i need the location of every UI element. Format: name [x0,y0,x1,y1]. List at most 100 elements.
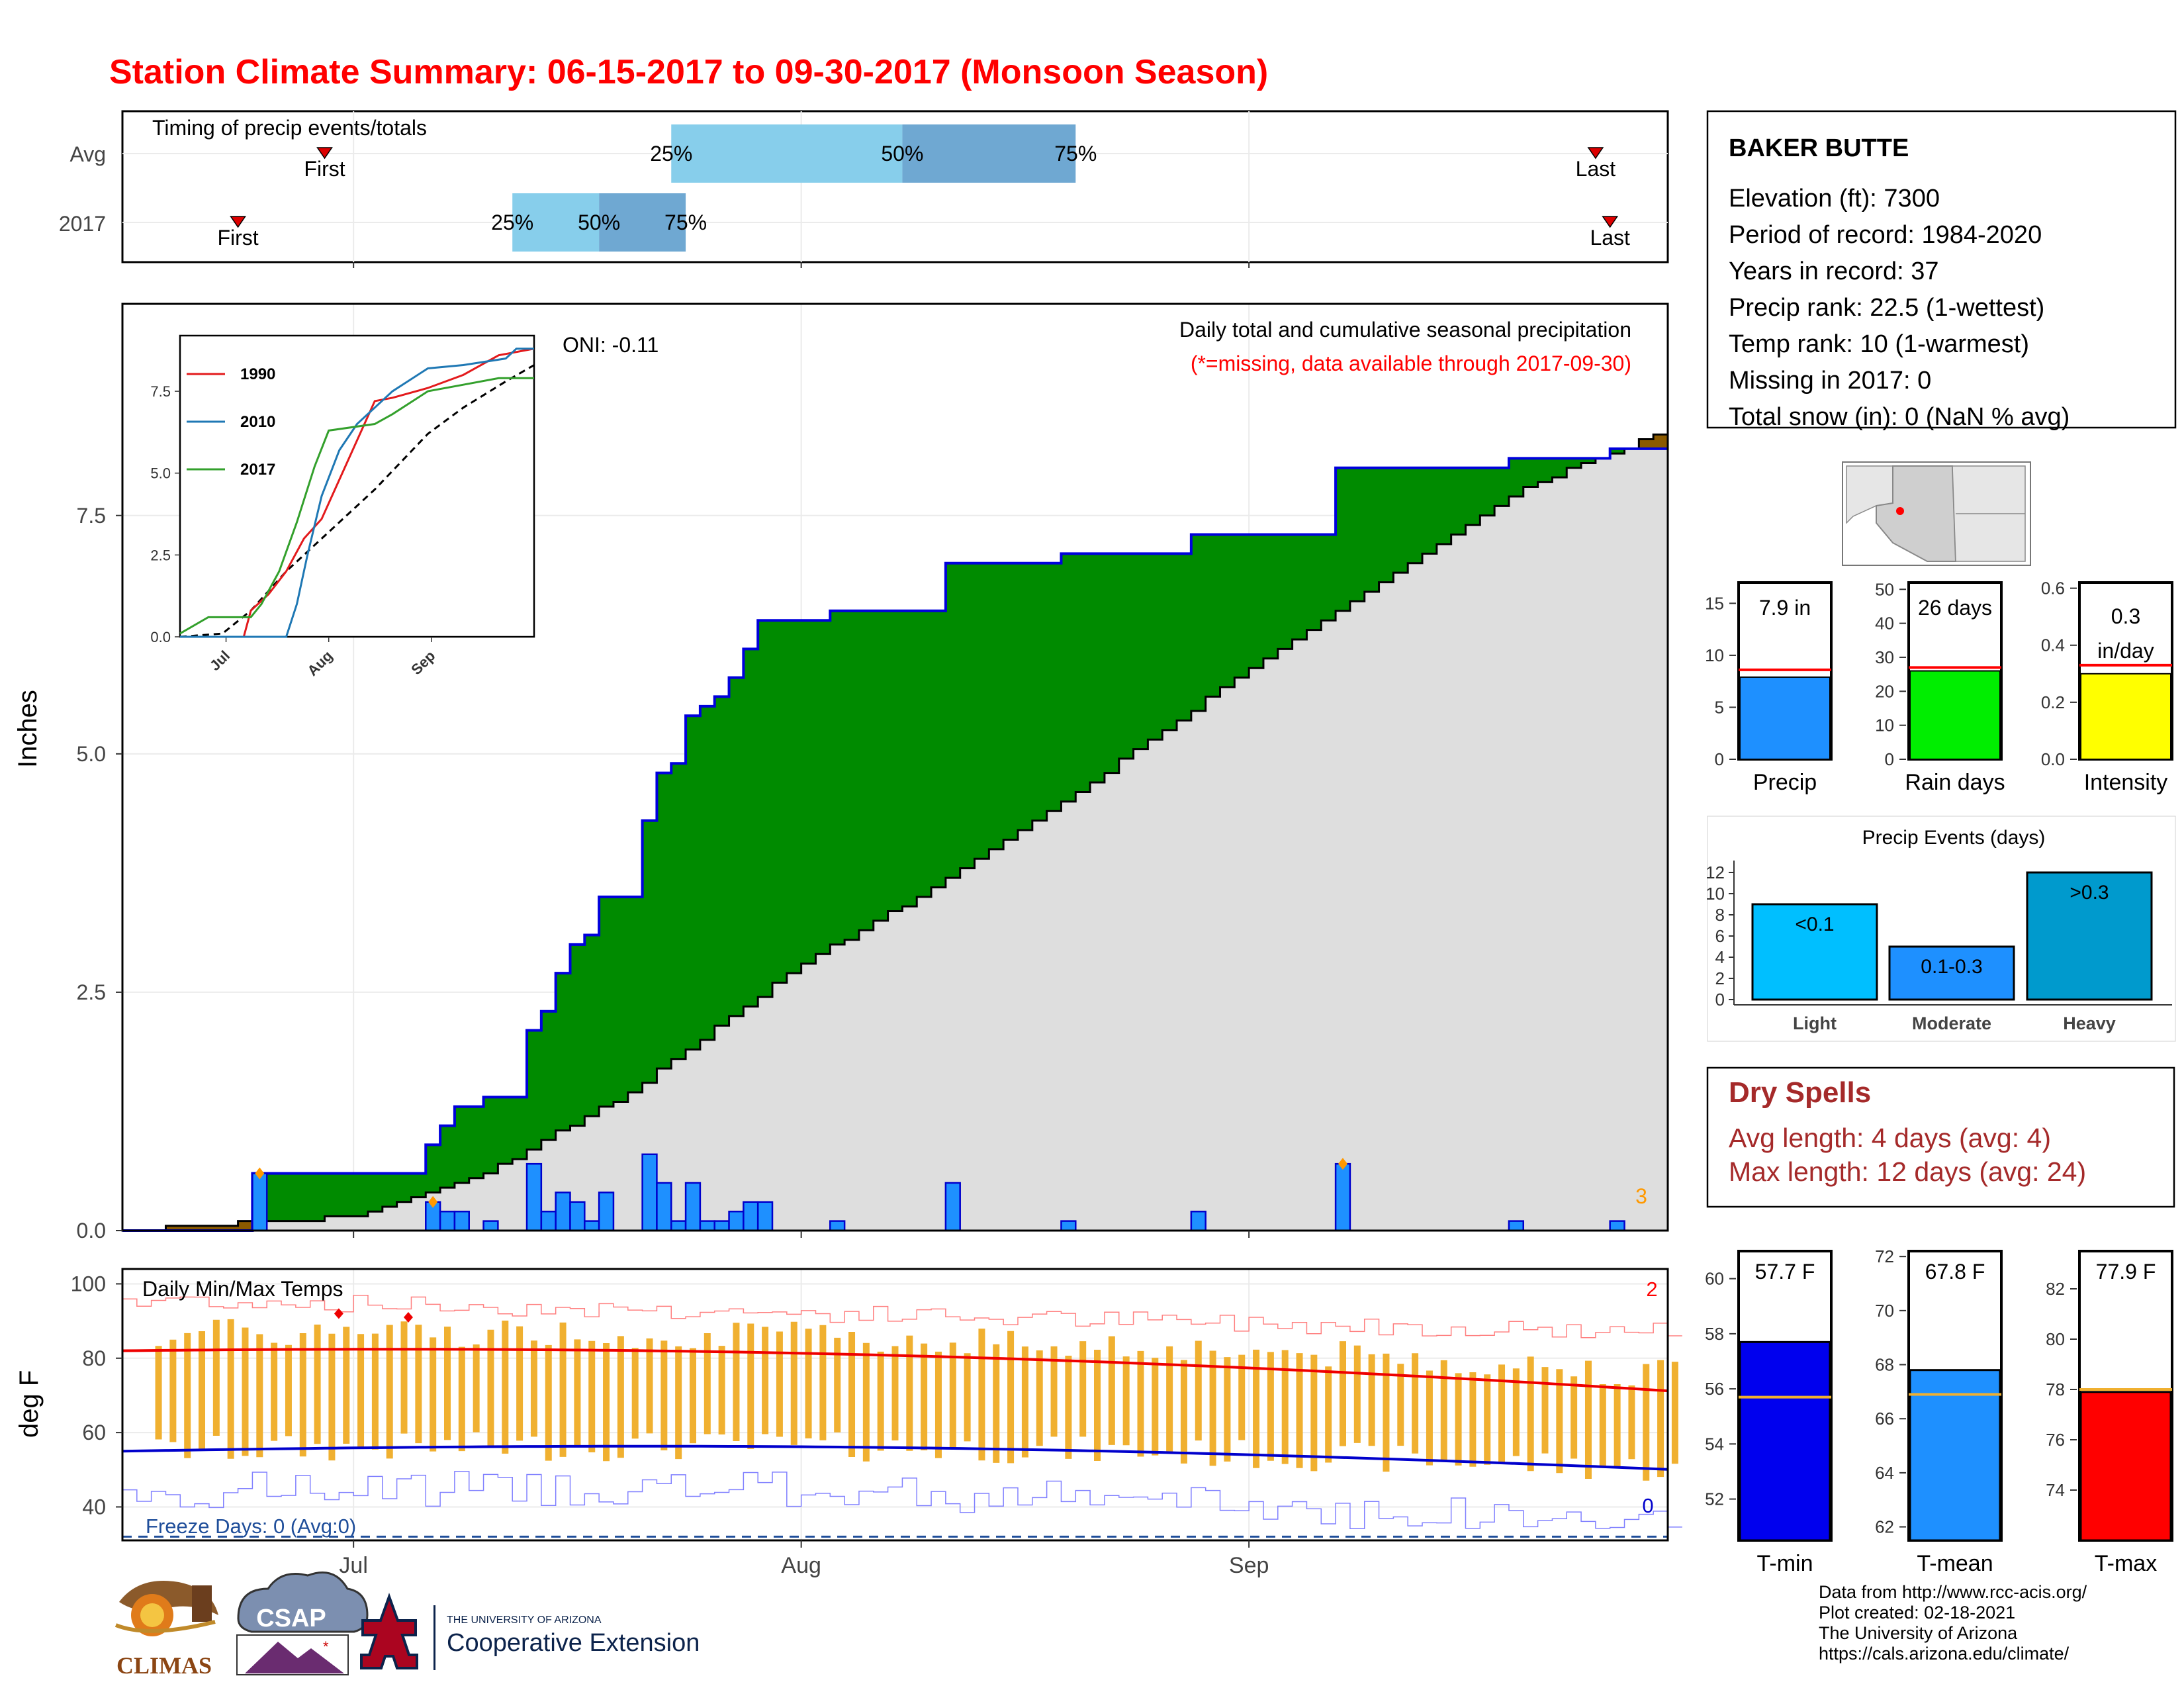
summary-bar-y-tick: 40 [1875,614,1894,633]
temp-bar-t-max [2079,1391,2172,1542]
precip-y-tick-label: 5.0 [77,742,106,766]
footer-credits: Data from http://www.rcc-acis.org/ Plot … [1819,1582,2087,1664]
daily-precip-bar [713,1220,730,1232]
record-high-marker [403,1312,413,1323]
inset-average-line [179,364,535,638]
summary-bar-label: Precip [1753,770,1817,795]
daily-precip-bar [439,1210,456,1232]
precip-y-tick-label: 0.0 [77,1219,106,1243]
avg-cumulative-area [122,430,1668,1231]
precip-y-tick-label: 7.5 [77,504,106,528]
temp-y-axis-label: deg F [15,1370,44,1438]
timing-first-marker [230,216,247,228]
timing-q25-label: 25% [650,142,692,165]
climas-wordmark: CLIMAS [116,1652,212,1679]
events-category-label: Moderate [1912,1013,1991,1033]
temp-bar-y-tick: 54 [1705,1434,1724,1454]
summary-bar-y-tick: 0.2 [2041,692,2065,712]
timing-first-label: First [304,157,345,181]
csap-wordmark: CSAP [256,1605,326,1632]
events-y-tick: 2 [1715,968,1725,988]
timing-last-label: Last [1576,157,1616,181]
timing-panel: 25% 50% 75% First Last 25% 50% 75% First Last Tim… [59,110,1669,263]
summary-bar-rain-days [1909,670,2001,760]
dry-spells-max: Max length: 12 days (avg: 24) [1729,1156,2086,1187]
summary-bar-y-tick: 10 [1705,645,1724,665]
timing-q50-label: 50% [881,142,923,165]
station-info-line: Temp rank: 10 (1-warmest) [1729,330,2029,358]
temperature-panel: 40 60 80 100 deg F Daily Min/Max Temps Free… [15,1268,1682,1542]
station-info-box: BAKER BUTTE Elevation (ft): 7300 Period o… [1706,110,2177,431]
daily-precip-bar [482,1220,499,1232]
timing-q75-label: 75% [664,211,707,234]
university-of-arizona-logo: THE UNIVERSITY OF ARIZONA Cooperative Ex… [360,1593,700,1670]
temp-bar-y-tick: 52 [1705,1489,1724,1509]
temp-y-tick-label: 60 [82,1421,106,1444]
summary-bar-y-tick: 0.4 [2041,635,2065,655]
events-y-tick: 10 [1706,884,1725,904]
daily-precip-bar [743,1201,759,1232]
temp-bar-y-tick: 68 [1875,1355,1894,1375]
temp-bar-y-tick: 66 [1875,1409,1894,1429]
daily-precip-bar [944,1182,961,1232]
summary-bar-label: Rain days [1905,770,2005,795]
inset-legend-label: 2010 [240,413,275,431]
precip-panel-title: Daily total and cumulative seasonal prec… [1179,318,1631,342]
summary-bar-y-tick: 15 [1705,593,1724,613]
summary-bar-y-tick: 0 [1715,749,1724,769]
events-category-label: Light [1793,1013,1837,1033]
csap-logo: CSAP * [236,1571,369,1675]
timing-row-2017-label: 2017 [59,212,106,236]
daily-precip-bar [829,1220,846,1232]
station-info-line: Missing in 2017: 0 [1729,367,1931,395]
temp-bar-y-tick: 64 [1875,1463,1894,1483]
temp-y-tick-label: 80 [82,1346,106,1370]
temp-bar-value: 67.8 F [1925,1260,1985,1284]
precip-y-tick-label: 2.5 [77,980,106,1004]
summary-bar-y-tick: 30 [1875,647,1894,667]
timing-panel-title: Timing of precip events/totals [152,116,427,140]
station-location-marker [1896,507,1904,515]
temp-bar-y-tick: 60 [1705,1269,1724,1289]
temp-bar-y-tick: 82 [2046,1279,2065,1299]
events-bar-heavy [2026,871,2153,1001]
station-info-line: Elevation (ft): 7300 [1729,185,1940,212]
events-bar-label: 0.1-0.3 [1921,956,1982,978]
dry-spells-avg: Avg length: 4 days (avg: 4) [1729,1123,2051,1153]
daily-precip-bar [1060,1220,1077,1232]
x-tick-label: Aug [781,1553,821,1578]
precip-y-axis-label: Inches [13,690,42,768]
extreme-precip-marker [428,1196,438,1208]
oni-label: ONI: -0.11 [563,333,659,357]
x-tick-label: Jul [339,1553,367,1578]
temp-y-tick-label: 100 [71,1272,106,1295]
summary-bar-y-tick: 0 [1885,749,1894,769]
summary-bar-y-tick: 10 [1875,716,1894,735]
observed-cumulative-line [122,447,1668,1232]
temp-bar-y-tick: 70 [1875,1301,1894,1321]
dry-spells-box: Dry Spells Avg length: 4 days (avg: 4) M… [1706,1066,2175,1208]
events-y-tick: 6 [1715,926,1725,946]
timing-q75-label: 75% [1054,142,1097,165]
inset-series-2017 [179,377,534,635]
timing-box-50-75 [902,124,1076,183]
summary-bar-precip [1739,676,1831,760]
temp-panel-title: Daily Min/Max Temps [142,1277,343,1301]
footer-data-source: Data from http://www.rcc-acis.org/ [1819,1582,2087,1602]
temp-bar-label: T-mean [1917,1551,1993,1576]
summary-bar-value: 26 days [1918,596,1992,620]
daily-precip-bar [525,1162,543,1232]
events-y-tick: 8 [1715,905,1725,925]
daily-precip-bar [1609,1220,1625,1232]
temp-bar-label: T-min [1757,1551,1813,1576]
timing-last-label: Last [1590,226,1630,250]
inset-y-tick-label: 7.5 [150,383,171,400]
summary-bar-value: 0.3 [2111,604,2140,628]
footer-url: https://cals.arizona.edu/climate/ [1819,1644,2070,1664]
freeze-days-label: Freeze Days: 0 (Avg:0) [146,1515,356,1538]
timing-row-avg-label: Avg [69,142,106,166]
daily-precip-bar [251,1172,268,1232]
